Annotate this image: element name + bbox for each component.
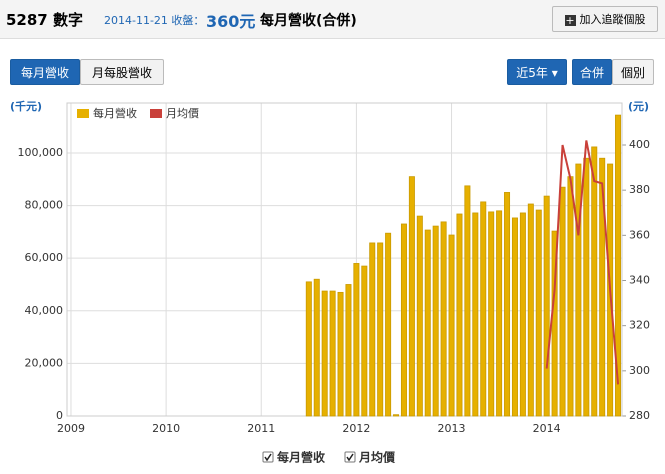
bar: [361, 265, 368, 417]
bar: [559, 186, 566, 417]
x-tick-label: 2011: [247, 422, 275, 435]
x-tick-label: 2010: [152, 422, 180, 435]
legend-label: 每月營收: [93, 106, 137, 120]
bar: [329, 290, 336, 417]
y2-axis-label: (元): [628, 100, 649, 113]
y-tick-label: 80,000: [25, 199, 64, 212]
bar: [567, 176, 574, 417]
bar: [519, 212, 526, 417]
x-tick-label: 2009: [57, 422, 85, 435]
bar: [313, 278, 320, 417]
bar: [575, 163, 582, 417]
bar: [440, 221, 447, 417]
follow-label: 加入追蹤個股: [579, 13, 646, 26]
bar: [345, 284, 352, 417]
range-dropdown[interactable]: 近5年 ▾: [507, 59, 567, 85]
check-mark: [264, 453, 272, 462]
x-tick-label: 2013: [438, 422, 466, 435]
bar: [543, 195, 550, 417]
price: 360元: [206, 12, 256, 31]
legend-swatch: [150, 109, 162, 118]
tab[interactable]: 每月營收: [10, 59, 80, 85]
y-tick-label: 0: [56, 409, 63, 422]
legend-label: 月均價: [166, 106, 199, 120]
y-tick-label: 40,000: [25, 304, 64, 317]
legend-toggle-label: 每月營收: [277, 450, 325, 465]
bar: [393, 414, 400, 417]
date: 2014-11-21 收盤：: [104, 14, 205, 27]
tab[interactable]: 月每股營收: [80, 59, 164, 85]
stock: 5287 數字: [6, 11, 83, 29]
check-mark: [346, 453, 354, 462]
legend-swatch: [77, 109, 89, 118]
y2-tick-label: 320: [629, 319, 650, 332]
bar: [496, 210, 503, 417]
bar: [535, 209, 542, 417]
line: [545, 140, 620, 385]
legend-checkbox: [344, 451, 356, 463]
bar: [488, 211, 495, 417]
bar: [305, 281, 312, 417]
report: 每月營收(合併): [260, 13, 357, 29]
bar: [583, 157, 590, 417]
bar: [551, 230, 558, 417]
bar: [321, 290, 328, 417]
bar: [424, 229, 431, 417]
y-axis-label: (千元): [10, 99, 42, 113]
bar: [504, 192, 511, 417]
x-tick-label: 2014: [533, 422, 561, 435]
scope-button[interactable]: 合併: [572, 59, 612, 85]
bar: [432, 225, 439, 417]
bar: [408, 176, 415, 417]
bar: [591, 146, 598, 417]
follow-button[interactable]: + 加入追蹤個股: [552, 6, 658, 32]
bar: [607, 163, 614, 417]
bar: [472, 212, 479, 417]
bar: [416, 215, 423, 417]
bar: [337, 291, 344, 417]
bar: [527, 203, 534, 417]
bar: [385, 232, 392, 417]
bar: [448, 234, 455, 417]
y2-tick-label: 400: [629, 138, 650, 151]
y2-tick-label: 340: [629, 274, 650, 287]
bar: [599, 157, 606, 417]
bar: [369, 242, 376, 417]
bar: [456, 213, 463, 417]
y2-tick-label: 280: [629, 409, 650, 422]
y-tick-label: 20,000: [25, 356, 64, 369]
y2-tick-label: 380: [629, 183, 650, 196]
y-tick-label: 60,000: [25, 251, 64, 264]
y2-tick-label: 300: [629, 364, 650, 377]
range-label: 近5年: [516, 66, 548, 80]
header: 5287 數字 2014-11-21 收盤： 360元 每月營收(合併) + 加入…: [0, 0, 665, 39]
bar: [400, 223, 407, 417]
plot-frame: [66, 102, 623, 417]
y-tick-label: 100,000: [18, 146, 64, 159]
bar: [353, 263, 360, 417]
bar: [480, 201, 487, 417]
y2-tick-label: 360: [629, 228, 650, 241]
x-tick-label: 2012: [342, 422, 370, 435]
bar: [464, 185, 471, 417]
bar: [511, 217, 518, 417]
bar: [615, 114, 622, 417]
bar: [377, 242, 384, 417]
legend-checkbox: [262, 451, 274, 463]
scope-button[interactable]: 個別: [612, 59, 654, 85]
legend-toggle-label: 月均價: [358, 450, 396, 465]
